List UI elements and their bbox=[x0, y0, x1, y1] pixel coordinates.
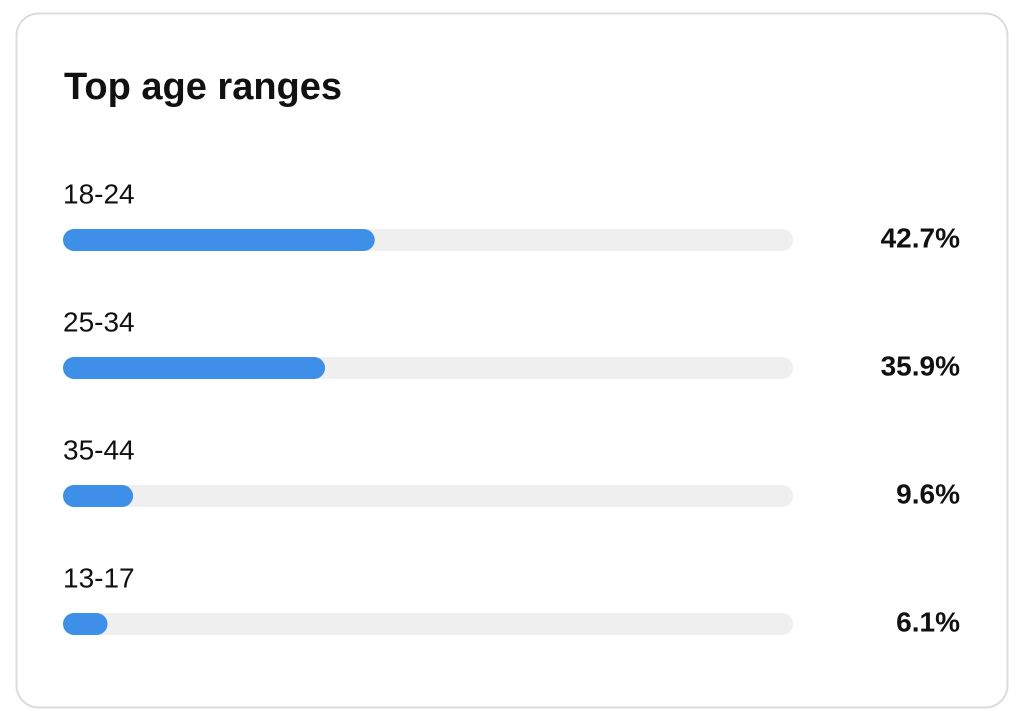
bar-track bbox=[63, 485, 793, 507]
bar bbox=[63, 613, 108, 635]
category-label: 25-34 bbox=[63, 306, 135, 337]
bar bbox=[63, 485, 134, 507]
value-label: 9.6% bbox=[896, 478, 960, 509]
bar bbox=[63, 229, 375, 251]
value-label: 35.9% bbox=[881, 350, 960, 381]
value-label: 6.1% bbox=[896, 606, 960, 637]
bar bbox=[63, 357, 326, 379]
category-label: 35-44 bbox=[63, 434, 135, 465]
bar-track bbox=[63, 613, 793, 635]
category-label: 13-17 bbox=[63, 562, 135, 593]
value-label: 42.7% bbox=[881, 222, 960, 253]
category-label: 18-24 bbox=[63, 178, 135, 209]
chart-title: Top age ranges bbox=[64, 66, 342, 108]
